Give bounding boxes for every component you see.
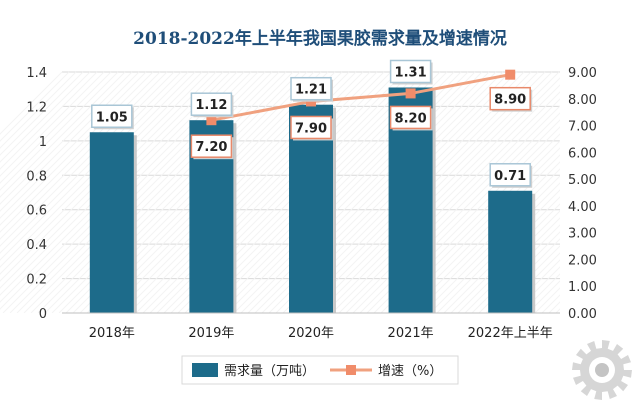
- x-tick-label: 2019年: [188, 326, 234, 341]
- x-tick-label: 2018年: [89, 326, 135, 341]
- texture-line: [0, 71, 196, 268]
- texture-line: [0, 71, 105, 177]
- bar-value-label: 1.31: [395, 65, 427, 80]
- texture-line: [0, 71, 84, 156]
- texture-line: [240, 71, 483, 314]
- legend-label-line: 增速（%）: [378, 364, 442, 379]
- texture-line: [142, 71, 385, 314]
- texture-line: [0, 71, 98, 170]
- right-tick-label: 7.00: [568, 120, 597, 135]
- label-box: [290, 76, 332, 101]
- right-tick-label: 8.00: [568, 93, 597, 108]
- texture-line: [0, 71, 70, 142]
- right-tick-label: 3.00: [568, 227, 597, 242]
- bar: [89, 132, 134, 313]
- left-tick-label: 0.2: [26, 273, 47, 288]
- growth-line: [211, 73, 511, 122]
- left-tick-label: 1.2: [26, 100, 47, 115]
- gear-icon: [572, 340, 632, 400]
- growth-value-label: 8.20: [395, 111, 427, 126]
- texture-line: [0, 71, 112, 184]
- growth-value-label: 8.90: [494, 93, 526, 108]
- left-tick-label: 0.6: [26, 204, 47, 219]
- right-tick-label: 6.00: [568, 146, 597, 161]
- texture-line: [0, 71, 91, 163]
- right-tick-label: 2.00: [568, 253, 597, 268]
- legend-box: [181, 355, 459, 385]
- gear-hub: [595, 363, 609, 377]
- data-labels: 1.05 1.12 1.21 1.31 0.71 7.20 7.90 8.20 8.90: [91, 59, 533, 188]
- label-box: [91, 104, 133, 128]
- texture-line: [345, 71, 588, 314]
- chart-title: 2018-2022年上半年我国果胶需求量及增速情况: [133, 28, 507, 49]
- texture-line: [0, 71, 175, 247]
- left-tick-label: 1.4: [26, 66, 47, 81]
- line-marker: [405, 88, 416, 99]
- right-tick-label: 0.00: [568, 307, 597, 322]
- legend-swatch-bar: [192, 363, 218, 377]
- x-tick-label: 2020年: [288, 326, 334, 341]
- right-tick-label: 9.00: [568, 66, 597, 81]
- label-box: [489, 86, 531, 111]
- texture-line: [324, 71, 567, 314]
- right-tick-label: 5.00: [568, 173, 597, 188]
- line-marker: [206, 115, 217, 126]
- bar-value-label: 1.21: [295, 83, 327, 98]
- left-y-axis: 0 0.2 0.4 0.6 0.8 1 1.2 1.4: [26, 66, 47, 322]
- texture-line: [0, 71, 63, 135]
- texture-line: [44, 71, 287, 314]
- x-axis: 2018年 2019年 2020年 2021年 2022年上半年: [62, 312, 560, 341]
- texture-line: [0, 71, 203, 275]
- bar-value-label: 1.05: [96, 110, 128, 125]
- legend: 需求量（万吨） 增速（%）: [181, 355, 459, 385]
- growth-value-label: 7.20: [195, 140, 227, 155]
- texture-line: [0, 71, 126, 198]
- right-tick-label: 4.00: [568, 200, 597, 215]
- texture-line: [135, 71, 378, 314]
- bar: [488, 190, 533, 313]
- label-box: [190, 134, 233, 158]
- left-tick-label: 0.8: [26, 169, 47, 184]
- texture-line: [0, 71, 119, 191]
- texture-line: [338, 71, 581, 314]
- label-box: [389, 59, 432, 84]
- texture-line: [247, 71, 490, 314]
- left-tick-label: 1: [39, 135, 47, 150]
- x-tick-label: 2022年上半年: [468, 326, 553, 341]
- label-box: [290, 115, 332, 140]
- texture-line: [0, 71, 189, 261]
- texture-line: [0, 71, 210, 282]
- bar-value-label: 0.71: [494, 169, 526, 184]
- legend-swatch-marker: [346, 365, 356, 375]
- texture-line: [37, 71, 280, 314]
- texture-mask: [560, 62, 640, 313]
- label-box: [389, 105, 432, 130]
- left-tick-label: 0.4: [26, 238, 47, 253]
- texture-line: [317, 71, 560, 314]
- legend-label-bar: 需求量（万吨）: [224, 364, 315, 379]
- bar-value-label: 1.12: [195, 98, 227, 113]
- texture-line: [0, 71, 77, 149]
- right-y-axis: 0.00 1.00 2.00 3.00 4.00 5.00 6.00 7.00 8.00 9.00: [568, 66, 597, 322]
- label-box: [190, 92, 233, 116]
- growth-value-label: 7.90: [295, 121, 327, 136]
- line-marker: [505, 69, 516, 80]
- right-tick-label: 1.00: [568, 280, 597, 295]
- left-tick-label: 0: [39, 307, 47, 322]
- texture-line: [0, 71, 182, 254]
- label-box: [489, 163, 531, 187]
- texture-line: [331, 71, 574, 314]
- x-tick-label: 2021年: [388, 326, 434, 341]
